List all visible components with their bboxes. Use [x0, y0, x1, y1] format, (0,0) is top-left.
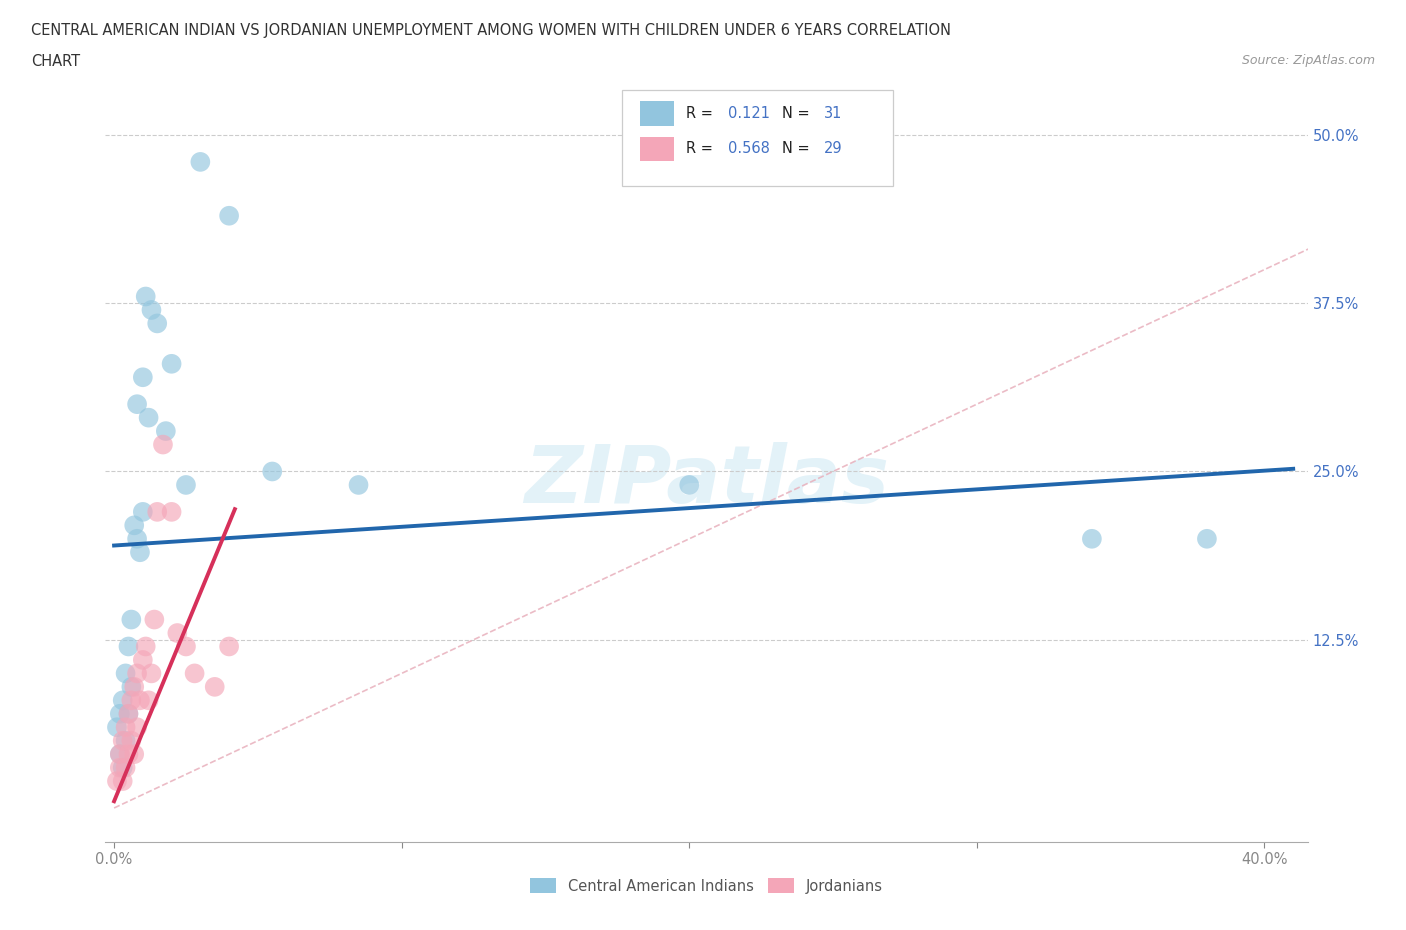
Text: N =: N = [782, 141, 810, 156]
Text: 31: 31 [824, 106, 842, 121]
Point [120, 733, 142, 748]
Point [132, 370, 155, 385]
Point [122, 680, 145, 695]
Point [152, 437, 174, 452]
Point [117, 747, 139, 762]
Text: CENTRAL AMERICAN INDIAN VS JORDANIAN UNEMPLOYMENT AMONG WOMEN WITH CHILDREN UNDE: CENTRAL AMERICAN INDIAN VS JORDANIAN UNE… [31, 23, 950, 38]
Point [138, 410, 160, 425]
Point [174, 477, 197, 492]
Point [111, 774, 134, 789]
Text: 0.568: 0.568 [728, 141, 770, 156]
Text: 29: 29 [824, 141, 844, 156]
Point [160, 356, 183, 371]
Point [183, 666, 205, 681]
Point [129, 693, 152, 708]
Point [122, 518, 145, 533]
Point [105, 720, 128, 735]
Point [166, 626, 188, 641]
Point [146, 316, 169, 331]
Point [132, 653, 155, 668]
Point [127, 531, 149, 546]
Point [143, 612, 166, 627]
Point [114, 733, 136, 748]
Point [188, 154, 212, 169]
Point [127, 666, 149, 681]
Point [117, 707, 139, 722]
Point [141, 666, 163, 681]
Point [129, 545, 152, 560]
Point [108, 760, 131, 775]
Point [204, 680, 226, 695]
Point [678, 477, 700, 492]
Point [111, 733, 134, 748]
Bar [640, 101, 673, 126]
Point [127, 397, 149, 412]
Point [135, 289, 157, 304]
Point [117, 639, 139, 654]
Point [218, 639, 240, 654]
Point [146, 504, 169, 519]
Point [174, 639, 197, 654]
Point [120, 680, 142, 695]
Point [160, 504, 183, 519]
Text: ZIPatlas: ZIPatlas [524, 442, 889, 520]
Text: CHART: CHART [31, 54, 80, 69]
Point [117, 707, 139, 722]
Point [218, 208, 240, 223]
Point [155, 424, 177, 439]
Point [111, 760, 134, 775]
Point [262, 464, 284, 479]
Text: N =: N = [782, 106, 810, 121]
Point [108, 747, 131, 762]
Text: R =: R = [686, 141, 713, 156]
Point [120, 693, 142, 708]
Point [347, 477, 370, 492]
Point [114, 720, 136, 735]
Point [127, 720, 149, 735]
Point [120, 612, 142, 627]
Point [108, 747, 131, 762]
Bar [640, 137, 673, 161]
Point [141, 302, 163, 317]
Text: R =: R = [686, 106, 713, 121]
Point [1081, 531, 1104, 546]
Point [132, 504, 155, 519]
Point [105, 774, 128, 789]
Point [1195, 531, 1218, 546]
Point [122, 747, 145, 762]
Legend: Central American Indians, Jordanians: Central American Indians, Jordanians [524, 872, 889, 899]
Point [111, 693, 134, 708]
Point [108, 707, 131, 722]
Text: Source: ZipAtlas.com: Source: ZipAtlas.com [1241, 54, 1375, 67]
FancyBboxPatch shape [623, 90, 893, 186]
Point [138, 693, 160, 708]
Point [114, 760, 136, 775]
Point [114, 666, 136, 681]
Text: 0.121: 0.121 [728, 106, 770, 121]
Point [135, 639, 157, 654]
